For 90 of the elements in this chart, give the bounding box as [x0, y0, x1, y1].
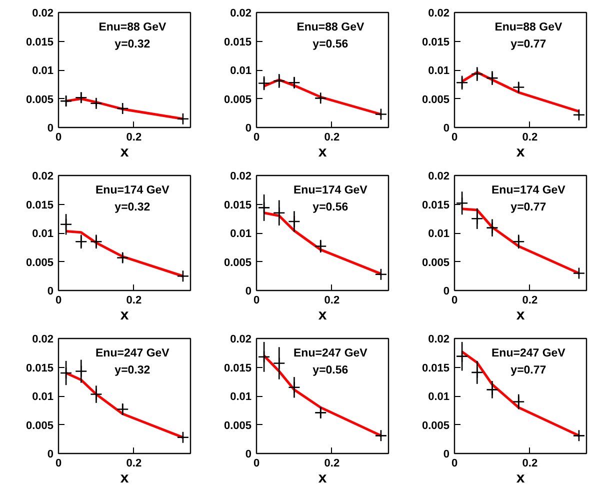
x-tick-label: 0: [55, 132, 62, 144]
y-tick-label: 0.015: [422, 199, 450, 212]
y-tick-label: 0.015: [224, 362, 252, 374]
annotation: Enu=88 GeV: [296, 21, 364, 34]
x-tick-label: 0.2: [522, 132, 538, 144]
x-axis-title: x: [318, 144, 328, 160]
annotation: y=0.32: [114, 202, 150, 214]
y-tick-label: 0.015: [26, 36, 54, 48]
annotation: y=0.32: [114, 364, 150, 377]
x-tick-label: 0: [451, 458, 458, 470]
annotation: y=0.56: [312, 364, 348, 377]
annotation: Enu=174 GeV: [96, 184, 170, 196]
annotation: Enu=174 GeV: [492, 184, 566, 196]
annotation: y=0.56: [312, 38, 348, 51]
x-axis-title: x: [120, 144, 130, 160]
y-tick-label: 0: [443, 448, 450, 460]
x-axis-title: x: [318, 470, 328, 486]
x-axis-title: x: [318, 306, 328, 324]
annotation: y=0.56: [312, 202, 348, 214]
y-tick-label: 0.005: [422, 420, 450, 432]
y-tick-label: 0.02: [428, 170, 450, 182]
x-tick-label: 0.2: [324, 458, 340, 470]
y-tick-label: 0.01: [230, 228, 252, 240]
y-tick-label: 0.01: [230, 65, 252, 77]
x-tick-label: 0: [55, 458, 62, 470]
annotation: Enu=247 GeV: [96, 347, 170, 360]
y-tick-label: 0: [47, 122, 54, 134]
annotation: y=0.32: [114, 38, 150, 51]
x-tick-label: 0: [253, 132, 260, 144]
y-tick-label: 0.02: [230, 8, 252, 20]
y-tick-label: 0.02: [230, 170, 252, 182]
y-tick-label: 0.02: [230, 334, 252, 346]
y-tick-label: 0.02: [32, 334, 54, 346]
y-tick-label: 0: [47, 286, 54, 298]
y-tick-label: 0: [245, 122, 252, 134]
x-axis-title: x: [120, 470, 130, 486]
y-tick-label: 0.01: [428, 391, 450, 403]
x-axis-title: x: [516, 306, 526, 324]
annotation: Enu=174 GeV: [294, 184, 368, 196]
x-tick-label: 0: [55, 294, 62, 306]
annotation: Enu=88 GeV: [98, 21, 166, 34]
annotation: y=0.77: [510, 202, 546, 214]
y-tick-label: 0.01: [32, 228, 54, 240]
y-tick-label: 0: [443, 122, 450, 134]
y-tick-label: 0.015: [224, 36, 252, 48]
x-tick-label: 0.2: [522, 458, 538, 470]
y-tick-label: 0.005: [422, 256, 450, 269]
y-tick-label: 0.01: [32, 65, 54, 77]
x-tick-label: 0.2: [522, 294, 538, 306]
y-tick-label: 0.015: [26, 362, 54, 374]
annotation: Enu=88 GeV: [494, 21, 562, 34]
x-tick-label: 0.2: [324, 132, 340, 144]
y-tick-label: 0.015: [422, 362, 450, 374]
x-tick-label: 0: [253, 458, 260, 470]
y-tick-label: 0.005: [26, 94, 54, 106]
x-tick-label: 0: [451, 132, 458, 144]
x-tick-label: 0: [253, 294, 260, 306]
y-tick-label: 0.015: [26, 199, 54, 212]
y-tick-label: 0.015: [422, 36, 450, 48]
y-tick-label: 0.005: [224, 420, 252, 432]
x-tick-label: 0.2: [324, 294, 340, 306]
y-tick-label: 0.02: [428, 8, 450, 20]
y-tick-label: 0.02: [32, 170, 54, 182]
y-tick-label: 0.005: [26, 256, 54, 269]
annotation: Enu=247 GeV: [294, 347, 368, 360]
y-tick-label: 0.01: [230, 391, 252, 403]
annotation: y=0.77: [510, 38, 546, 51]
y-tick-label: 0: [245, 448, 252, 460]
y-tick-label: 0.01: [428, 228, 450, 240]
x-tick-label: 0: [451, 294, 458, 306]
annotation: Enu=247 GeV: [492, 347, 566, 360]
y-tick-label: 0.01: [428, 65, 450, 77]
y-tick-label: 0: [47, 448, 54, 460]
x-axis-title: x: [120, 306, 130, 324]
y-tick-label: 0.005: [422, 94, 450, 106]
x-tick-label: 0.2: [126, 294, 142, 306]
y-tick-label: 0: [245, 286, 252, 298]
x-axis-title: x: [516, 144, 526, 160]
x-tick-label: 0.2: [126, 458, 142, 470]
y-tick-label: 0.015: [224, 199, 252, 212]
y-tick-label: 0.01: [32, 391, 54, 403]
y-tick-label: 0.005: [26, 420, 54, 432]
y-tick-label: 0.005: [224, 256, 252, 269]
annotation: y=0.77: [510, 364, 546, 377]
y-tick-label: 0.02: [32, 8, 54, 20]
x-axis-title: x: [516, 470, 526, 486]
y-tick-label: 0.02: [428, 334, 450, 346]
y-tick-label: 0.005: [224, 94, 252, 106]
x-tick-label: 0.2: [126, 132, 142, 144]
y-tick-label: 0: [443, 286, 450, 298]
